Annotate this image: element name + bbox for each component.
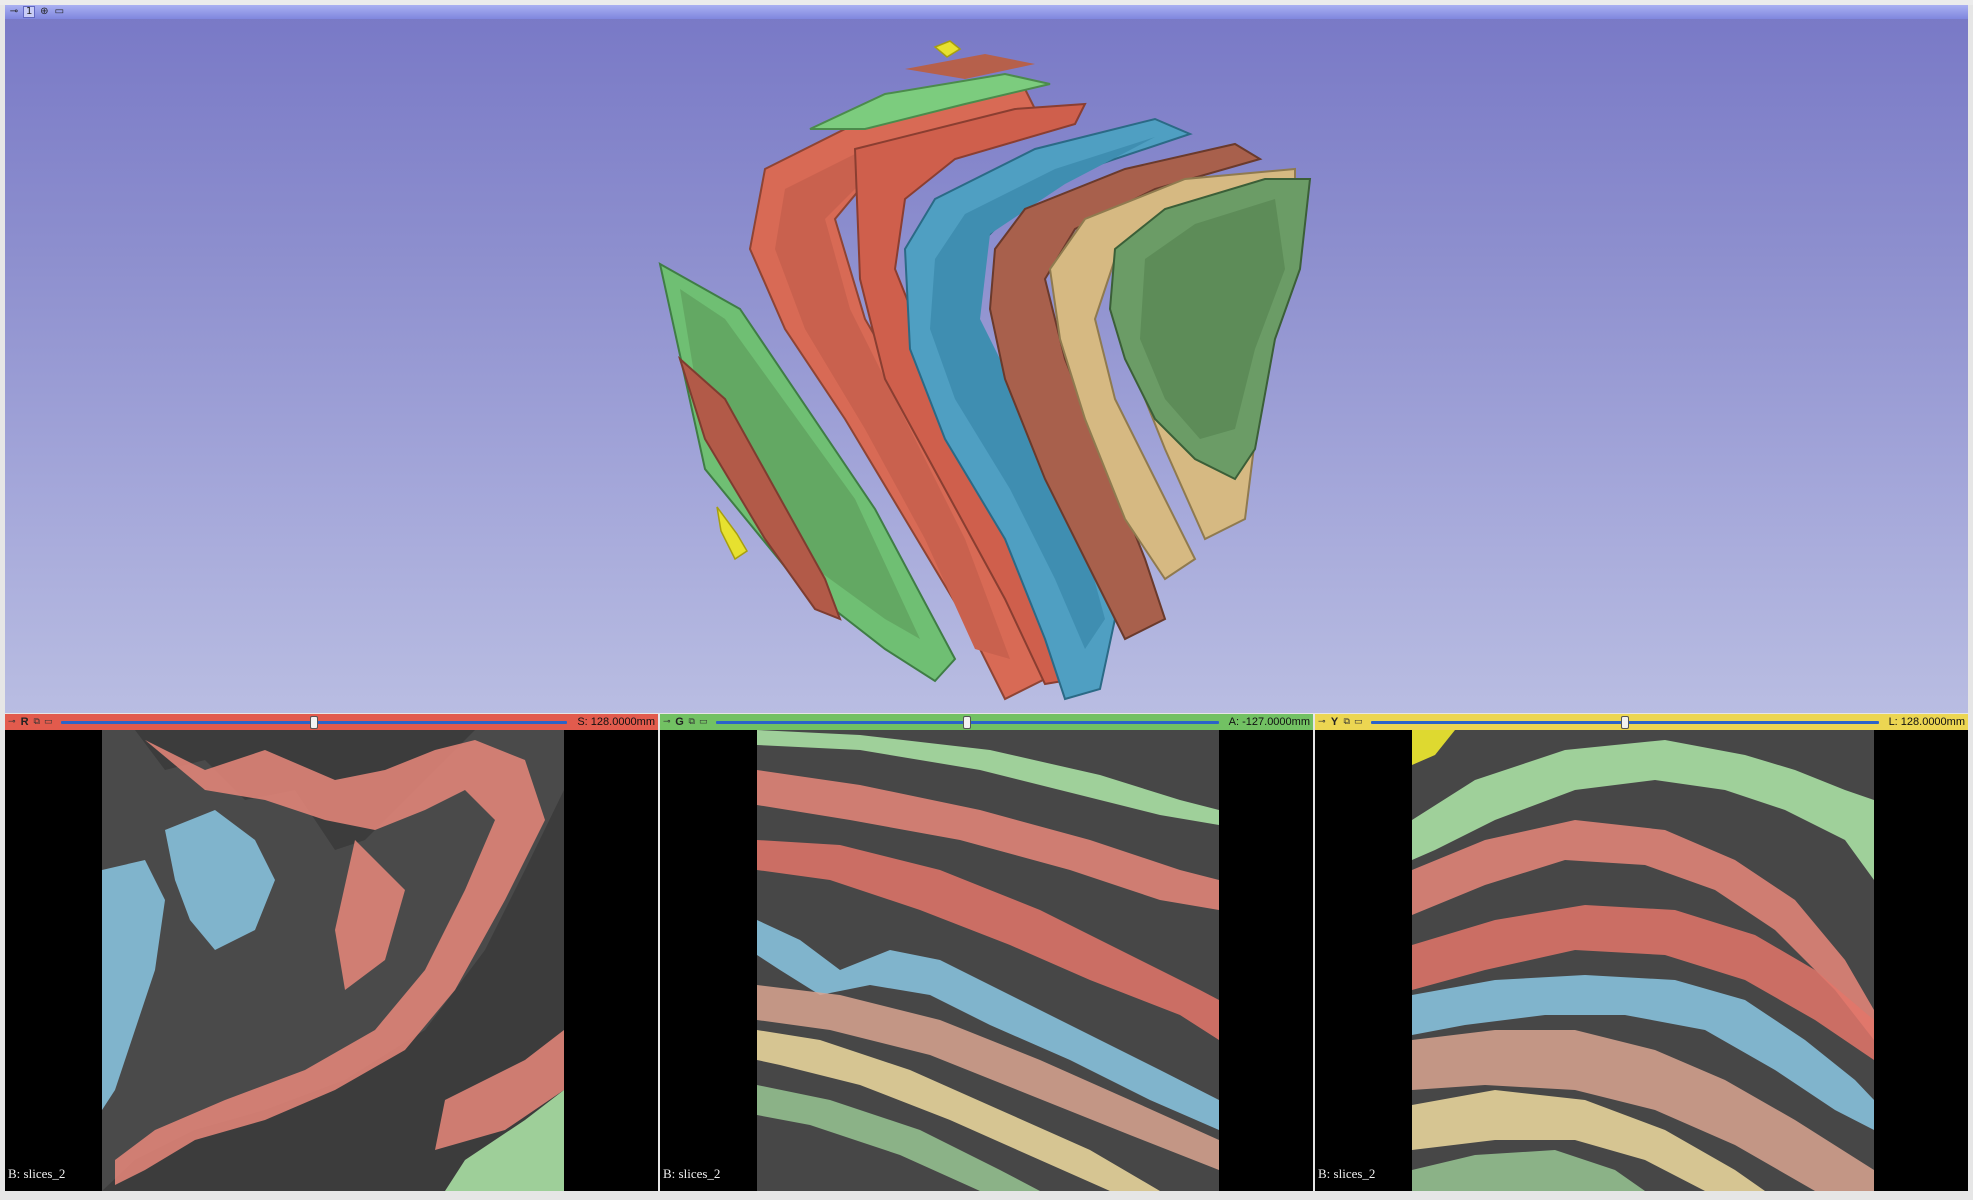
pin-icon[interactable]: ⊸ <box>663 717 671 727</box>
yellow-slice-image[interactable] <box>1315 730 1968 1191</box>
background-volume-label: B: slices_2 <box>1318 1166 1376 1181</box>
slice-offset-slider[interactable] <box>60 715 568 729</box>
brown-band <box>757 985 1219 1170</box>
blue-band <box>757 920 1219 1130</box>
red-band-1 <box>1412 820 1874 1040</box>
red-band-2 <box>1412 905 1874 1060</box>
yellow-fragment <box>1412 730 1455 765</box>
green-band-bottom <box>1412 1150 1645 1191</box>
segment-yellow-top <box>933 40 962 58</box>
slice-offset-slider[interactable] <box>1370 715 1879 729</box>
green-band-bottom <box>757 1085 1040 1191</box>
brown-band <box>1412 1030 1874 1191</box>
red-band-1 <box>757 770 1219 910</box>
background-volume-label: B: slices_2 <box>8 1166 66 1181</box>
red-slice-controller-bar: ⊸ R ⧉ ▭ S: 128.0000mm <box>5 714 658 730</box>
segment-green-top <box>809 72 1051 130</box>
slice-offset-slider[interactable] <box>715 715 1219 729</box>
slider-handle[interactable] <box>1620 715 1629 729</box>
crosshair-icon[interactable]: ⊕ <box>40 6 49 17</box>
tan-band <box>757 1030 1160 1191</box>
view-letter: Y <box>1330 716 1339 728</box>
layout-number[interactable]: 1 <box>23 6 36 18</box>
tan-band <box>1412 1090 1765 1191</box>
segment-brown-top <box>905 54 1035 79</box>
pin-icon[interactable]: ⊸ <box>8 717 16 727</box>
red-segment-overlay <box>115 740 545 1185</box>
top-strip <box>0 0 1973 5</box>
yellow-slice-controller-bar: ⊸ Y ⧉ ▭ L: 128.0000mm <box>1315 714 1968 730</box>
green-band-top <box>1412 740 1874 880</box>
maximize-icon[interactable]: ▭ <box>54 6 65 17</box>
background-volume-label: B: slices_2 <box>663 1166 721 1181</box>
red-slice-view[interactable]: ⊸ R ⧉ ▭ S: 128.0000mm B: slices_2 <box>5 714 658 1191</box>
3d-view[interactable]: ⊸ 1 ⊕ ▭ <box>5 5 1968 713</box>
segment-red-left <box>677 355 842 621</box>
3d-view-controller-bar: ⊸ 1 ⊕ ▭ <box>5 5 1968 19</box>
yellow-slice-view[interactable]: ⊸ Y ⧉ ▭ L: 128.0000mm B: slices_2 <box>1315 714 1968 1191</box>
green-slice-controller-bar: ⊸ G ⧉ ▭ A: -127.0000mm <box>660 714 1313 730</box>
slider-handle[interactable] <box>309 715 318 729</box>
segment-yellow-left <box>716 506 749 561</box>
view-letter: R <box>20 716 29 728</box>
link-icon[interactable]: ⧉ <box>1343 717 1350 727</box>
link-icon[interactable]: ⧉ <box>688 717 695 727</box>
blue-band <box>1412 975 1874 1130</box>
green-band-top <box>757 730 1219 825</box>
bottom-strip <box>0 1191 1973 1200</box>
red-slice-image[interactable] <box>5 730 658 1191</box>
maximize-icon[interactable]: ▭ <box>698 717 708 727</box>
maximize-icon[interactable]: ▭ <box>1353 717 1363 727</box>
slice-offset-value: L: 128.0000mm <box>1888 716 1965 728</box>
red-band-2 <box>757 840 1219 1040</box>
slice-offset-value: S: 128.0000mm <box>577 716 655 728</box>
slice-offset-value: A: -127.0000mm <box>1228 716 1310 728</box>
slider-handle[interactable] <box>963 715 972 729</box>
segment-tan-slab <box>1048 167 1296 581</box>
pin-icon[interactable]: ⊸ <box>9 6 19 17</box>
blue-segment-overlay <box>165 810 275 950</box>
pin-icon[interactable]: ⊸ <box>1318 717 1326 727</box>
maximize-icon[interactable]: ▭ <box>43 717 53 727</box>
link-icon[interactable]: ⧉ <box>33 717 40 727</box>
green-slice-image[interactable] <box>660 730 1313 1191</box>
slice-views-row: ⊸ R ⧉ ▭ S: 128.0000mm B: slices_2 ⊸ G <box>5 714 1968 1191</box>
green-segment-overlay <box>445 1090 564 1191</box>
view-letter: G <box>675 716 684 728</box>
3d-segmentation-render[interactable] <box>5 19 1968 713</box>
green-slice-view[interactable]: ⊸ G ⧉ ▭ A: -127.0000mm B: slices_2 <box>660 714 1313 1191</box>
